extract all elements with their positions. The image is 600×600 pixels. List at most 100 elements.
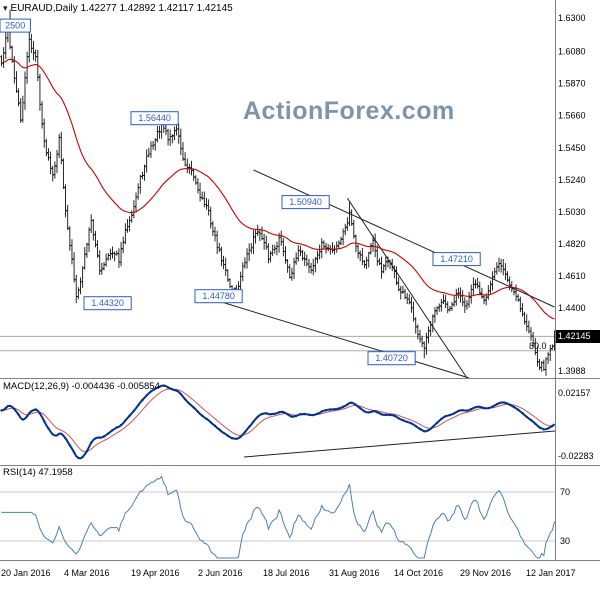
price-level-label: 2500 xyxy=(5,21,25,31)
macd-line-dot xyxy=(290,415,294,418)
macd-line-dot xyxy=(141,398,144,402)
macd-line-dot xyxy=(132,409,136,413)
y-tick-label: 1.5240 xyxy=(558,175,586,185)
macd-line-dot xyxy=(154,387,157,391)
macd-line-dot xyxy=(363,410,366,413)
macd-line-dot xyxy=(171,388,174,391)
macd-line-dot xyxy=(333,408,336,411)
trendline xyxy=(346,197,468,379)
x-tick-label: 2 Jun 2016 xyxy=(198,568,243,578)
fib-level-label: 80.0 xyxy=(529,341,547,351)
macd-line-dot xyxy=(230,437,234,440)
macd-line-dot xyxy=(303,412,306,416)
chart-title-text: EURAUD,Daily 1.42277 1.42892 1.42117 1.4… xyxy=(10,3,233,14)
chart-title: ▾ EURAUD,Daily 1.42277 1.42892 1.42117 1.… xyxy=(3,3,233,14)
macd-line-dot xyxy=(410,422,413,425)
price-level-label: 1.44780 xyxy=(202,291,235,301)
macd-line-dot xyxy=(521,412,524,415)
macd-line-dot xyxy=(102,435,106,438)
macd-line-dot xyxy=(13,407,16,411)
macd-line-dot xyxy=(329,408,332,411)
macd-line-dot xyxy=(235,437,238,440)
y-tick-label: 1.6080 xyxy=(558,47,586,57)
macd-line-dot xyxy=(371,410,375,413)
macd-line-dot xyxy=(243,431,247,434)
y-tick-label: 1.4400 xyxy=(558,303,586,313)
macd-line-dot xyxy=(17,413,20,416)
y-tick-label: 1.3988 xyxy=(558,366,586,376)
macd-line-dot xyxy=(457,409,460,413)
macd-line-dot xyxy=(316,412,319,415)
macd-line-dot xyxy=(282,410,285,414)
macd-line-dot xyxy=(448,413,452,417)
watermark: ActionForex.com xyxy=(243,97,455,125)
macd-line-dot xyxy=(414,424,417,428)
macd-line-dot xyxy=(337,407,341,410)
macd-line-dot xyxy=(393,414,396,417)
macd-line-dot xyxy=(461,409,464,412)
macd-line-dot xyxy=(256,415,259,418)
macd-line-dot xyxy=(294,414,298,418)
macd-line-dot xyxy=(367,411,370,414)
macd-line-dot xyxy=(201,414,204,417)
price-level-label: 1.56440 xyxy=(138,113,171,123)
macd-line-dot xyxy=(499,401,503,404)
macd-line-dot xyxy=(286,413,289,416)
macd-line-dot xyxy=(512,405,516,409)
macd-line-dot xyxy=(21,418,25,421)
macd-line-dot xyxy=(34,408,37,411)
rsi-tick-label: 70 xyxy=(560,487,570,497)
price-level-box xyxy=(432,252,481,267)
macd-line-dot xyxy=(183,398,187,401)
macd-line-dot xyxy=(465,409,469,412)
y-tick-label: 1.6300 xyxy=(558,13,586,23)
macd-line-dot xyxy=(299,413,302,416)
macd-line-dot xyxy=(508,403,511,406)
x-tick-label: 14 Oct 2016 xyxy=(394,568,443,578)
macd-line-dot xyxy=(354,403,358,407)
x-tick-label: 18 Jul 2016 xyxy=(263,568,310,578)
macd-line-dot xyxy=(444,415,447,418)
macd-line-dot xyxy=(124,419,127,422)
macd-line-dot xyxy=(107,432,110,435)
macd-tick-label: -0.02283 xyxy=(558,451,594,461)
macd-line-dot xyxy=(98,436,101,439)
macd-line-dot xyxy=(529,418,533,422)
macd-line-dot xyxy=(119,423,123,427)
macd-line-dot xyxy=(320,410,323,413)
macd-line-dot xyxy=(397,417,400,420)
macd-line-dot xyxy=(474,406,477,409)
macd-line-dot xyxy=(213,424,217,428)
macd-line-dot xyxy=(478,405,481,409)
macd-line-dot xyxy=(401,419,405,422)
macd-line-dot xyxy=(64,437,67,440)
price-level-box xyxy=(130,111,179,126)
macd-line-dot xyxy=(384,413,387,417)
macd-line-dot xyxy=(427,429,430,432)
price-level-box xyxy=(194,289,243,304)
trendline xyxy=(214,299,470,379)
macd-line-dot xyxy=(90,441,93,444)
macd-line-dot xyxy=(440,417,443,421)
macd-line-dot xyxy=(162,384,165,387)
macd-tick-label: 0.02157 xyxy=(558,388,591,398)
macd-line-dot xyxy=(517,408,520,411)
macd-line-dot xyxy=(269,413,272,416)
price-bars xyxy=(1,9,555,376)
macd-signal-line xyxy=(1,388,555,453)
macd-line-dot xyxy=(149,390,153,393)
x-tick-label: 20 Jan 2016 xyxy=(1,568,51,578)
macd-line-dot xyxy=(196,410,200,413)
macd-line-dot xyxy=(376,411,379,414)
macd-line-dot xyxy=(406,420,409,424)
macd-line-dot xyxy=(346,403,349,406)
macd-line-dot xyxy=(111,429,114,432)
macd-line-dot xyxy=(0,409,3,412)
macd-line-dot xyxy=(94,437,97,440)
price-level-box xyxy=(0,18,31,33)
chart-icon: ▾ xyxy=(3,3,8,13)
macd-line-dot xyxy=(226,434,229,437)
moving-average-line xyxy=(1,58,555,320)
